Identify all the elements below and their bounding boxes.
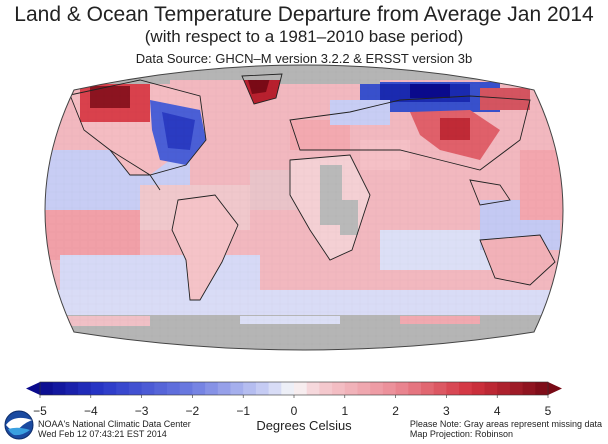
colorbar-cell (90, 382, 104, 395)
colorbar-cell (141, 382, 155, 395)
colorbar-tick-label: −4 (83, 404, 98, 418)
colorbar-cell (179, 382, 193, 395)
colorbar-units: Degrees Celsius (256, 418, 352, 433)
colorbar-cell (52, 382, 66, 395)
colorbar-tick-label: 0 (290, 404, 298, 418)
colorbar-tick-label: −2 (185, 404, 200, 418)
colorbar-cell (535, 382, 549, 395)
colorbar-cell (192, 382, 206, 395)
timestamp: Wed Feb 12 07:43:21 EST 2014 (38, 429, 167, 439)
noaa-logo (4, 410, 34, 440)
colorbar-cell (446, 382, 460, 395)
colorbar-max-arrow (548, 382, 562, 395)
colorbar-tick-label: 4 (493, 404, 501, 418)
colorbar-tick-label: −1 (236, 404, 251, 418)
colorbar-cell (116, 382, 130, 395)
colorbar-cell (255, 382, 269, 395)
colorbar-cell (408, 382, 422, 395)
colorbar-cell (497, 382, 511, 395)
colorbar-cell (484, 382, 498, 395)
data-source: Data Source: GHCN–M version 3.2.2 & ERSS… (135, 51, 473, 66)
colorbar-cell (433, 382, 447, 395)
projection-note: Map Projection: Robinson (409, 429, 513, 439)
footer-notes: Please Note: Gray areas represent missin… (410, 419, 602, 439)
colorbar-cell (421, 382, 435, 395)
colorbar-cell (344, 382, 358, 395)
colorbar-cell (319, 382, 333, 395)
org-line: NOAA's National Climatic Data Center (38, 419, 191, 429)
map-title: Land & Ocean Temperature Departure from … (14, 3, 594, 26)
colorbar-cell (65, 382, 79, 395)
colorbar-cell (217, 382, 231, 395)
colorbar-cell (268, 382, 282, 395)
colorbar-cell (509, 382, 523, 395)
colorbar-cell (103, 382, 117, 395)
colorbar-cell (382, 382, 396, 395)
colorbar-cell (78, 382, 92, 395)
colorbar-cell (522, 382, 536, 395)
temperature-anomaly-map (44, 64, 564, 351)
colorbar-tick-label: 2 (392, 404, 399, 418)
footer-org: NOAA's National Climatic Data Center Wed… (38, 419, 191, 439)
colorbar-tick-label: −3 (134, 404, 149, 418)
colorbar-cell (167, 382, 181, 395)
map-surface (45, 65, 563, 350)
colorbar-cell (294, 382, 308, 395)
colorbar-cell (471, 382, 485, 395)
colorbar-cell (128, 382, 142, 395)
colorbar-cell (281, 382, 295, 395)
globe-outline (44, 64, 564, 351)
colorbar-tick-label: 5 (544, 404, 552, 418)
colorbar-cell (459, 382, 473, 395)
colorbar-cell (230, 382, 244, 395)
colorbar-tick-label: −5 (33, 404, 47, 418)
colorbar-tick-label: 1 (341, 404, 349, 418)
colorbar-cell (370, 382, 384, 395)
colorbar-cell (40, 382, 54, 395)
colorbar-cell (395, 382, 409, 395)
colorbar-cell (154, 382, 168, 395)
colorbar-cell (332, 382, 346, 395)
colorbar-min-arrow (26, 382, 40, 395)
missing-data-note: Please Note: Gray areas represent missin… (409, 419, 602, 429)
colorbar-tick-label: 3 (443, 404, 450, 418)
colorbar-cell (205, 382, 219, 395)
colorbar-cell (306, 382, 320, 395)
colorbar-cell (357, 382, 371, 395)
map-subtitle: (with respect to a 1981–2010 base period… (144, 27, 464, 46)
colorbar-cell (243, 382, 257, 395)
